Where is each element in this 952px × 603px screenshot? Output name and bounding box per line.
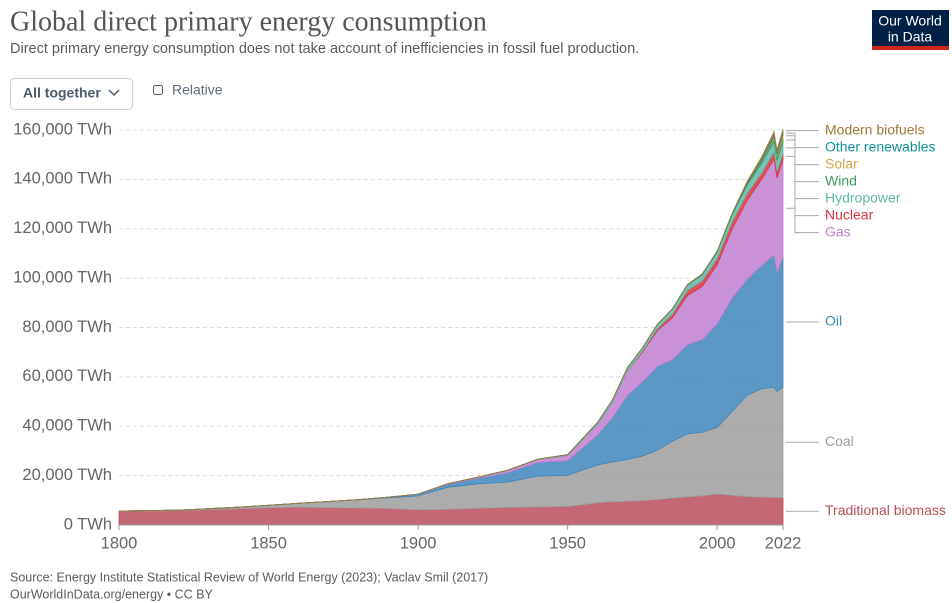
x-tick-label: 1850 bbox=[250, 534, 287, 552]
footer-url[interactable]: OurWorldInData.org/energy • CC BY bbox=[10, 587, 214, 601]
y-tick-label: 40,000 TWh bbox=[22, 417, 112, 435]
logo-text: Our World bbox=[878, 13, 942, 29]
x-tick-label: 1950 bbox=[549, 534, 586, 552]
legend-label: Oil bbox=[825, 313, 842, 329]
chart-subtitle: Direct primary energy consumption does n… bbox=[10, 41, 639, 57]
label-connector bbox=[786, 139, 819, 183]
checkbox-box[interactable] bbox=[153, 85, 163, 95]
checkbox-label: Relative bbox=[172, 82, 223, 98]
legend-label: Gas bbox=[825, 223, 851, 239]
checkbox[interactable]: Relative bbox=[153, 82, 223, 98]
x-tick-label: 2000 bbox=[699, 534, 736, 552]
legend-label: Other renewables bbox=[825, 138, 936, 154]
label-connector bbox=[786, 132, 819, 149]
legend-label: Traditional biomass bbox=[825, 502, 946, 518]
logo-bar bbox=[872, 46, 949, 50]
legend-label: Modern biofuels bbox=[825, 121, 925, 137]
logo[interactable]: Our World in Data bbox=[872, 10, 949, 50]
dropdown-arrow bbox=[108, 89, 120, 97]
chart-title: Global direct primary energy consumption bbox=[10, 6, 487, 37]
label-connector bbox=[786, 135, 819, 166]
dropdown-label: All together bbox=[23, 85, 101, 101]
logo-box[interactable] bbox=[872, 10, 949, 48]
legend-label: Solar bbox=[825, 155, 858, 171]
legend-label: Wind bbox=[825, 172, 857, 188]
y-tick-label: 140,000 TWh bbox=[13, 170, 112, 188]
logo-text: in Data bbox=[888, 29, 933, 45]
dropdown-box[interactable] bbox=[10, 78, 133, 110]
x-tick-label: 2022 bbox=[765, 534, 802, 552]
legend-label: Hydropower bbox=[825, 189, 901, 205]
dropdown[interactable]: All together bbox=[10, 78, 133, 110]
legend-label: Coal bbox=[825, 433, 854, 449]
x-tick-label: 1800 bbox=[101, 534, 138, 552]
y-tick-label: 120,000 TWh bbox=[13, 219, 112, 237]
y-tick-label: 160,000 TWh bbox=[13, 120, 112, 138]
source: Source: Energy Institute Statistical Rev… bbox=[10, 570, 488, 584]
y-tick-label: 100,000 TWh bbox=[13, 268, 112, 286]
label-connector bbox=[786, 147, 819, 200]
x-tick-label: 1900 bbox=[400, 534, 437, 552]
label-connector bbox=[786, 207, 819, 234]
area bbox=[118, 129, 784, 512]
y-tick-label: 60,000 TWh bbox=[22, 367, 112, 385]
label-connector bbox=[786, 155, 819, 217]
legend-label: Nuclear bbox=[825, 206, 874, 222]
y-tick-label: 20,000 TWh bbox=[22, 466, 112, 484]
y-tick-label: 80,000 TWh bbox=[22, 318, 112, 336]
y-tick-label: 0 TWh bbox=[64, 515, 112, 533]
